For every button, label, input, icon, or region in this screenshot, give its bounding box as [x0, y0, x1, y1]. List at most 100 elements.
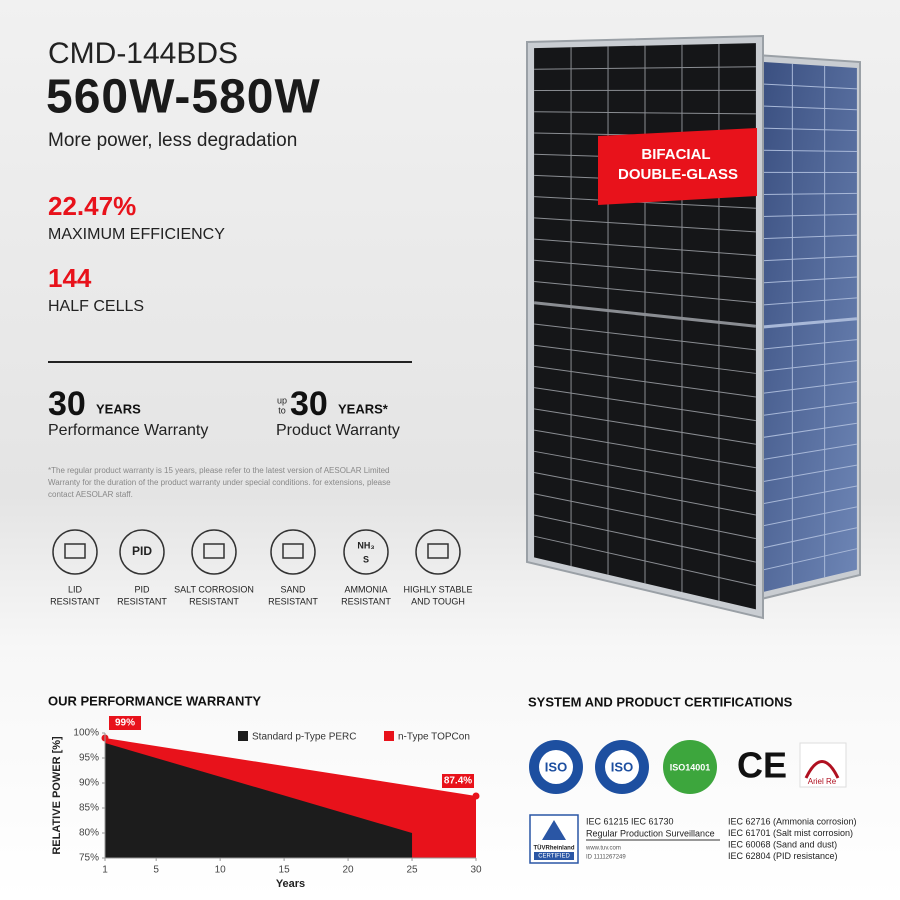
- x-tick-label: 5: [153, 865, 159, 876]
- feature-label: RESISTANT: [341, 596, 391, 606]
- cell-line: [534, 281, 756, 304]
- logo-text: ISO14001: [670, 762, 711, 772]
- cell-line: [533, 429, 757, 469]
- warranty-unit: YEARS: [96, 401, 141, 416]
- feature-icon: [52, 529, 98, 575]
- x-axis-label: Years: [276, 878, 305, 890]
- y-tick-label: 80%: [79, 828, 99, 839]
- tuv-id: ID 1111267249: [586, 855, 626, 861]
- tagline: More power, less degradation: [48, 130, 297, 151]
- cell-line: [759, 317, 858, 329]
- iso-logo: [539, 750, 573, 784]
- badge-text: DOUBLE-GLASS: [618, 166, 738, 183]
- badge-text: BIFACIAL: [641, 146, 710, 163]
- value-label: 87.4%: [444, 776, 472, 787]
- cell-line: [534, 365, 756, 398]
- legend-swatch: [238, 731, 248, 741]
- y-tick-label: 75%: [79, 853, 99, 864]
- cert-title: SYSTEM AND PRODUCT CERTIFICATIONS: [528, 694, 793, 709]
- cell-line: [760, 276, 857, 284]
- tuv-mark: CERTIFIED: [538, 854, 570, 860]
- x-tick-label: 1: [102, 865, 108, 876]
- warranty-unit: YEARS*: [338, 401, 389, 416]
- badge-bg: [598, 128, 757, 205]
- cell-line: [760, 234, 857, 240]
- legend-label: Standard p-Type PERC: [252, 732, 357, 743]
- x-tick-label: 10: [215, 865, 227, 876]
- cell-line: [760, 83, 857, 90]
- feature-label: PID: [134, 584, 150, 594]
- feature-label: RESISTANT: [268, 596, 318, 606]
- stat-value: 144: [48, 263, 92, 293]
- warranty-number: 30: [48, 385, 86, 423]
- cell-line: [760, 360, 857, 372]
- cell-line: [534, 111, 756, 115]
- stat-label: HALF CELLS: [48, 298, 144, 315]
- icon-text: PID: [132, 544, 152, 558]
- cell-line: [760, 339, 857, 350]
- feature-label: AMMONIA: [344, 584, 387, 594]
- feature-icon: [191, 529, 237, 575]
- cell-line: [534, 387, 756, 422]
- feature-icon: [270, 529, 316, 575]
- y-tick-label: 100%: [73, 728, 99, 739]
- stat-label: MAXIMUM EFFICIENCY: [48, 226, 225, 243]
- cell-line: [533, 450, 757, 492]
- feature-label: LID: [68, 584, 83, 594]
- icon-glyph: [427, 543, 449, 559]
- cell-line: [534, 217, 756, 233]
- standard: IEC 61701 (Salt mist corrosion): [728, 828, 853, 838]
- warranty-number: 30: [290, 385, 328, 423]
- logo-text: ISO: [611, 759, 633, 774]
- cell-line: [760, 297, 857, 306]
- prefix: to: [278, 405, 286, 415]
- cell-line: [759, 485, 858, 505]
- icon-text: S: [363, 554, 369, 564]
- cell-line: [760, 213, 857, 218]
- value-label: 99%: [115, 718, 135, 729]
- cell-line: [533, 472, 757, 516]
- feature-icon: [415, 529, 461, 575]
- footnote: contact AESOLAR staff.: [48, 490, 133, 499]
- model: CMD-144BDS: [48, 37, 238, 70]
- tuv-brand: TÜVRheinland: [533, 845, 574, 852]
- logo-text: CE: [737, 745, 787, 786]
- feature-label: RESISTANT: [117, 596, 167, 606]
- cell-line: [533, 535, 757, 587]
- stat-value: 22.47%: [48, 191, 136, 221]
- iso-logo: [605, 750, 639, 784]
- warranty-label: Performance Warranty: [48, 422, 208, 439]
- iso-logo: [663, 740, 717, 794]
- tuv-mark: [542, 820, 566, 840]
- point: [472, 792, 480, 800]
- cell-line: [760, 255, 857, 262]
- cell-line: [760, 401, 857, 417]
- power: 560W-580W: [46, 71, 321, 124]
- cell-line: [760, 192, 857, 195]
- cell-line: [534, 344, 756, 374]
- ariel-logo: [799, 742, 847, 788]
- feature-label: RESISTANT: [189, 596, 239, 606]
- cell-line: [534, 259, 756, 280]
- tuv-standards: IEC 61215 IEC 61730: [586, 816, 674, 826]
- cell-line: [534, 323, 756, 351]
- cell-line: [533, 493, 757, 540]
- feature-label: RESISTANT: [50, 596, 100, 606]
- icon-glyph: [203, 543, 225, 559]
- logo-text: Ariel Re: [808, 777, 837, 786]
- value-label-bg: [442, 774, 474, 788]
- icon-glyph: [64, 543, 86, 559]
- legend-label: n-Type TOPCon: [398, 732, 470, 743]
- cell-line: [760, 380, 857, 395]
- warranty-label: Product Warranty: [276, 422, 400, 439]
- y-tick-label: 85%: [79, 803, 99, 814]
- y-axis-label: RELATIVE POWER [%]: [51, 736, 63, 855]
- value-label-bg: [109, 716, 141, 730]
- tuv-scope: Regular Production Surveillance: [586, 828, 715, 838]
- chart-title: OUR PERFORMANCE WARRANTY: [48, 693, 261, 708]
- standard: IEC 62716 (Ammonia corrosion): [728, 816, 857, 826]
- cell-line: [760, 105, 857, 111]
- cell-line: [533, 301, 757, 328]
- feature-label: HIGHLY STABLE: [403, 584, 472, 594]
